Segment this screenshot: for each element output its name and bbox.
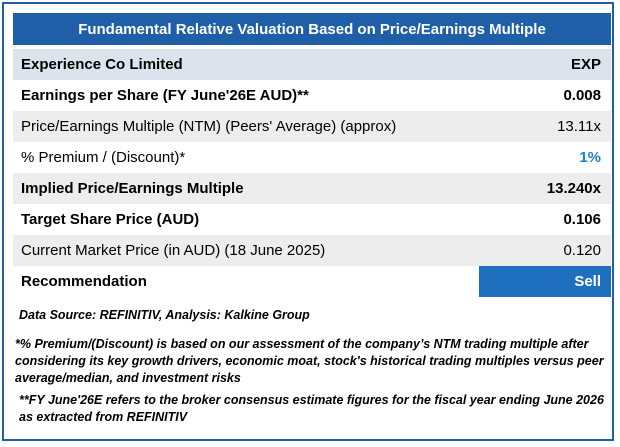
panel-title: Fundamental Relative Valuation Based on … — [13, 13, 611, 45]
table-row-eps: Earnings per Share (FY June'26E AUD)** 0… — [13, 80, 611, 111]
data-source: Data Source: REFINITIV, Analysis: Kalkin… — [19, 308, 310, 322]
row-value: 0.106 — [563, 211, 601, 228]
row-value: 13.240x — [546, 180, 601, 197]
row-label: % Premium / (Discount)* — [21, 149, 186, 166]
table-row-target-price: Target Share Price (AUD) 0.106 — [13, 204, 611, 235]
row-label: Target Share Price (AUD) — [21, 211, 200, 228]
ticker: EXP — [570, 56, 601, 73]
row-label: Current Market Price (in AUD) (18 June 2… — [21, 242, 326, 259]
table-row-implied-pe: Implied Price/Earnings Multiple 13.240x — [13, 173, 611, 204]
recommendation-badge: Sell — [479, 266, 611, 297]
footnote-premium: *% Premium/(Discount) is based on our as… — [15, 337, 604, 385]
row-value: 0.120 — [563, 242, 601, 259]
table-row-premium: % Premium / (Discount)* 1% — [13, 142, 611, 173]
row-label: Earnings per Share (FY June'26E AUD)** — [21, 87, 309, 104]
row-label: Implied Price/Earnings Multiple — [21, 180, 244, 197]
company-name: Experience Co Limited — [21, 56, 183, 73]
valuation-table: Experience Co Limited EXP Earnings per S… — [13, 49, 611, 297]
table-row-current-price: Current Market Price (in AUD) (18 June 2… — [13, 235, 611, 266]
valuation-panel: Fundamental Relative Valuation Based on … — [2, 2, 614, 441]
row-value: 0.008 — [563, 87, 601, 104]
table-header-row: Experience Co Limited EXP — [13, 49, 611, 80]
row-value: 13.11x — [557, 118, 601, 135]
table-row-recommendation: Recommendation Sell — [13, 266, 611, 297]
row-label: Price/Earnings Multiple (NTM) (Peers' Av… — [21, 118, 397, 135]
row-value: 1% — [579, 149, 601, 166]
row-label: Recommendation — [21, 273, 147, 290]
footnote-fy-estimate: **FY June'26E refers to the broker conse… — [19, 393, 604, 424]
table-row-pe-multiple: Price/Earnings Multiple (NTM) (Peers' Av… — [13, 111, 611, 142]
